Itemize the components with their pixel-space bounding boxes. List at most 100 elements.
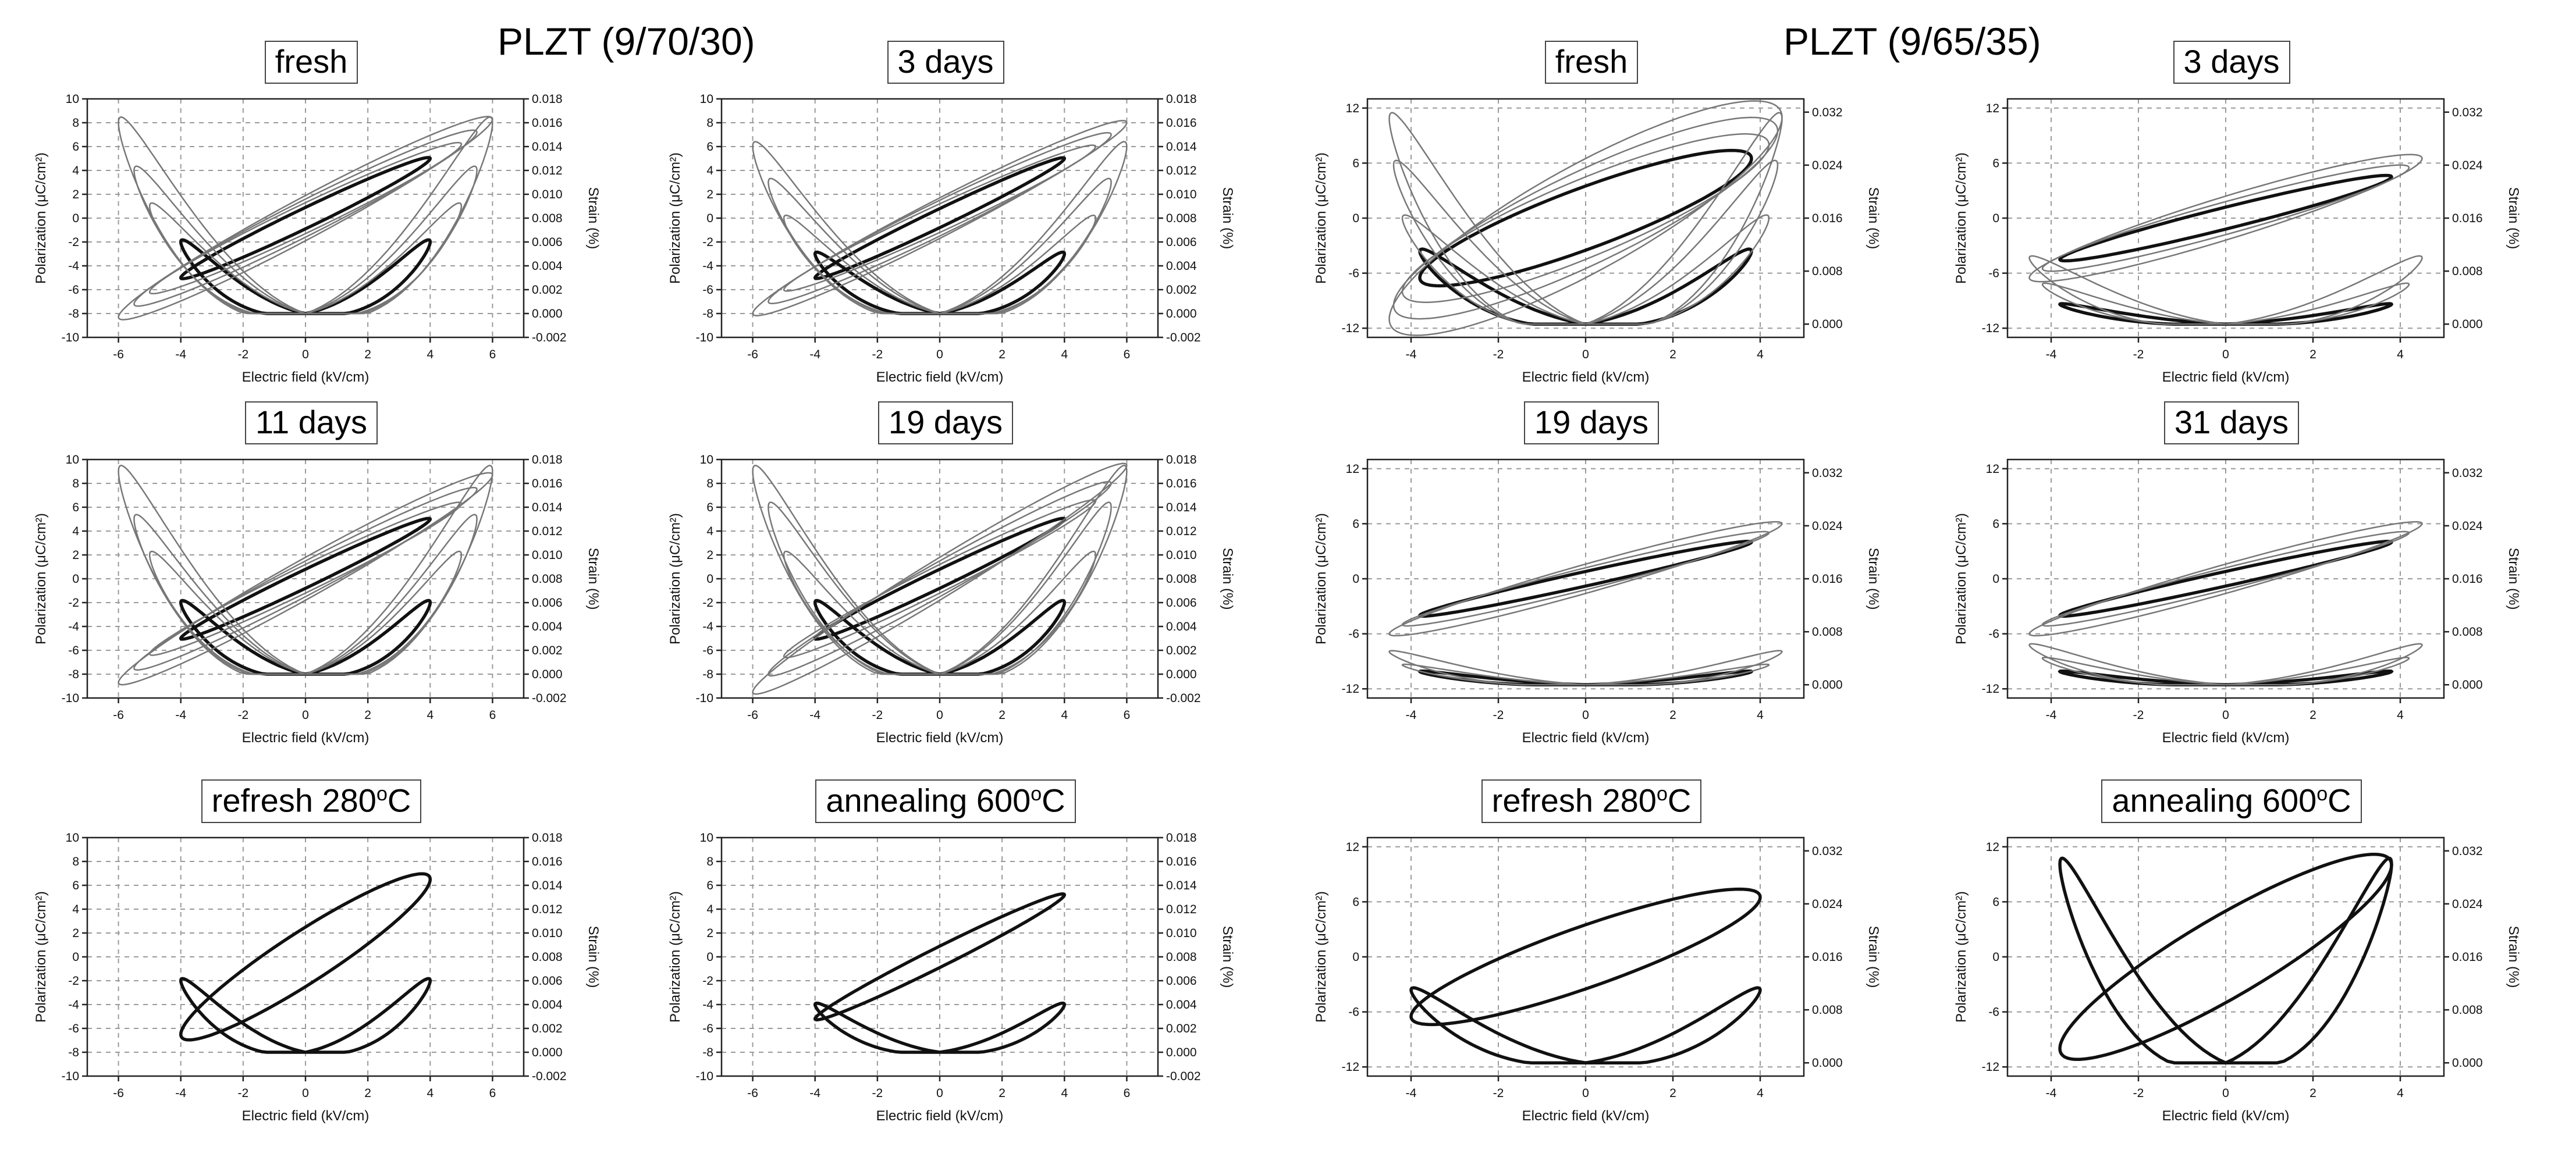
x-tick-label: -4 [175,1087,186,1100]
x-tick-label: -2 [2133,348,2144,361]
y2-tick-label: 0.004 [532,259,563,273]
y-tick-label: -10 [696,1070,713,1083]
y-axis-label: Polarization (μC/cm²) [1953,513,1969,644]
y2-tick-label: 0.004 [1166,998,1197,1012]
panel-title: 3 days [1920,41,2543,84]
y2-tick-label: 0.004 [1166,259,1197,273]
x-tick-label: 2 [364,708,371,722]
y2-tick-label: 0.016 [1812,950,1843,964]
y-tick-label: -6 [1348,628,1359,641]
y2-tick-label: -0.002 [1166,1070,1201,1083]
x-tick-label: 2 [2309,348,2316,361]
y2-tick-label: 0.018 [1166,453,1197,467]
y2-tick-label: 0.008 [2452,265,2483,278]
polarization-loop [2028,154,2423,283]
x-axis-label: Electric field (kV/cm) [242,1108,369,1124]
y-tick-label: -10 [62,331,79,344]
polarization-loop [2058,173,2393,263]
y2-tick-label: 0.014 [532,140,563,154]
strain-loop [752,141,1128,315]
y2-tick-label: 0.012 [1166,164,1197,177]
y2-tick-label: 0.004 [532,620,563,633]
strain-loop [2058,856,2393,1064]
y-tick-label: -6 [702,644,713,657]
x-tick-label: 2 [1669,708,1676,722]
x-tick-label: 4 [1757,708,1764,722]
y-axis-label: Polarization (μC/cm²) [33,152,49,284]
x-tick-label: 2 [1669,348,1676,361]
y-tick-label: 12 [1986,841,1999,854]
chart-svg: -4 -2 0 2 4 -12 -6 0 6 12 0.000 0.008 0.016 0.024 0.03… [1313,836,1881,1124]
y-tick-label: 6 [72,501,79,514]
y-tick-label: -8 [68,307,79,321]
y-tick-label: -8 [702,307,713,321]
x-tick-label: 6 [489,1087,496,1100]
y2-tick-label: 0.000 [532,1046,563,1059]
y2-tick-label: 0.018 [1166,92,1197,106]
y-tick-label: 2 [72,549,79,562]
y-axis-label: Polarization (μC/cm²) [667,152,683,284]
chart-svg: -6 -4 -2 0 2 4 6 -10 -8 -6 -4 -2 0 2 4 6 8 10 -0.002 0.000 0… [667,453,1235,746]
y2-tick-label: 0.016 [1812,572,1843,586]
panel-title-text: 19 days [877,401,1014,444]
y-tick-label: -4 [68,998,79,1012]
chart-svg: -6 -4 -2 0 2 4 6 -10 -8 -6 -4 -2 0 2 4 6 8 10 -0.002 0.000 0… [667,92,1235,385]
y2-tick-label: 0.010 [1166,927,1197,940]
panel-title: 19 days [634,401,1257,444]
y2-tick-label: 0.032 [1812,467,1843,480]
y2-tick-label: 0.000 [1166,307,1197,321]
x-tick-label: 0 [936,708,943,722]
chart-svg: -4 -2 0 2 4 -12 -6 0 6 12 0.000 0.008 0.016 0.024 0.03… [1953,98,2521,385]
x-tick-label: -6 [113,708,124,722]
y-tick-label: 0 [72,572,79,586]
gridlines [2007,838,2444,1076]
y-tick-label: 0 [1352,212,1359,225]
y2-tick-label: 0.008 [1812,1003,1843,1017]
polarization-loop [118,472,493,686]
x-tick-label: -4 [809,708,820,722]
strain-loop [813,1001,1067,1054]
x-tick-label: -4 [2046,1087,2057,1100]
y2-axis-label: Strain (%) [585,548,601,610]
y2-tick-label: 0.032 [2452,467,2483,480]
y-tick-label: 8 [706,116,713,130]
strain-loop [768,177,1112,315]
y2-tick-label: 0.000 [2452,318,2483,331]
x-tick-label: 0 [1582,708,1589,722]
gridlines [722,837,1158,1077]
y-tick-label: 4 [72,903,79,916]
y2-axis-label: Strain (%) [2506,187,2521,250]
y2-tick-label: 0.014 [1166,140,1197,154]
y-tick-label: 2 [706,927,713,940]
y2-axis-label: Strain (%) [1866,548,1881,610]
y2-tick-label: 0.000 [532,668,563,681]
y2-tick-label: 0.008 [2452,1003,2483,1017]
y-tick-label: -6 [68,644,79,657]
polarization-loop [752,462,1128,695]
y-tick-label: -2 [68,596,79,610]
y-tick-label: 4 [72,164,79,177]
panel-title: annealing 600oC [634,779,1257,823]
polarization-loop [783,499,1097,658]
y-tick-label: 12 [1986,462,1999,476]
y2-tick-label: 0.024 [2452,159,2483,172]
polarization-loop [1418,148,1753,288]
x-tick-label: 6 [1124,708,1131,722]
y-axis-label: Polarization (μC/cm²) [1953,152,1969,284]
y2-tick-label: 0.010 [532,927,563,940]
y2-tick-label: 0.002 [532,644,563,657]
y-tick-label: 4 [706,903,713,916]
polarization-loop [118,116,493,321]
gridlines [87,837,524,1077]
y2-tick-label: 0.018 [532,92,563,106]
y-tick-label: 0 [72,212,79,225]
y2-tick-label: -0.002 [1166,692,1201,705]
x-axis-label: Electric field (kV/cm) [242,730,369,746]
y-tick-label: -8 [68,1046,79,1059]
y-tick-label: 2 [72,927,79,940]
y-tick-label: -12 [1982,322,1999,335]
y-tick-label: -12 [1342,682,1359,696]
y2-tick-label: 0.004 [532,998,563,1012]
y2-tick-label: 0.006 [532,596,563,610]
x-tick-label: -2 [872,348,883,361]
